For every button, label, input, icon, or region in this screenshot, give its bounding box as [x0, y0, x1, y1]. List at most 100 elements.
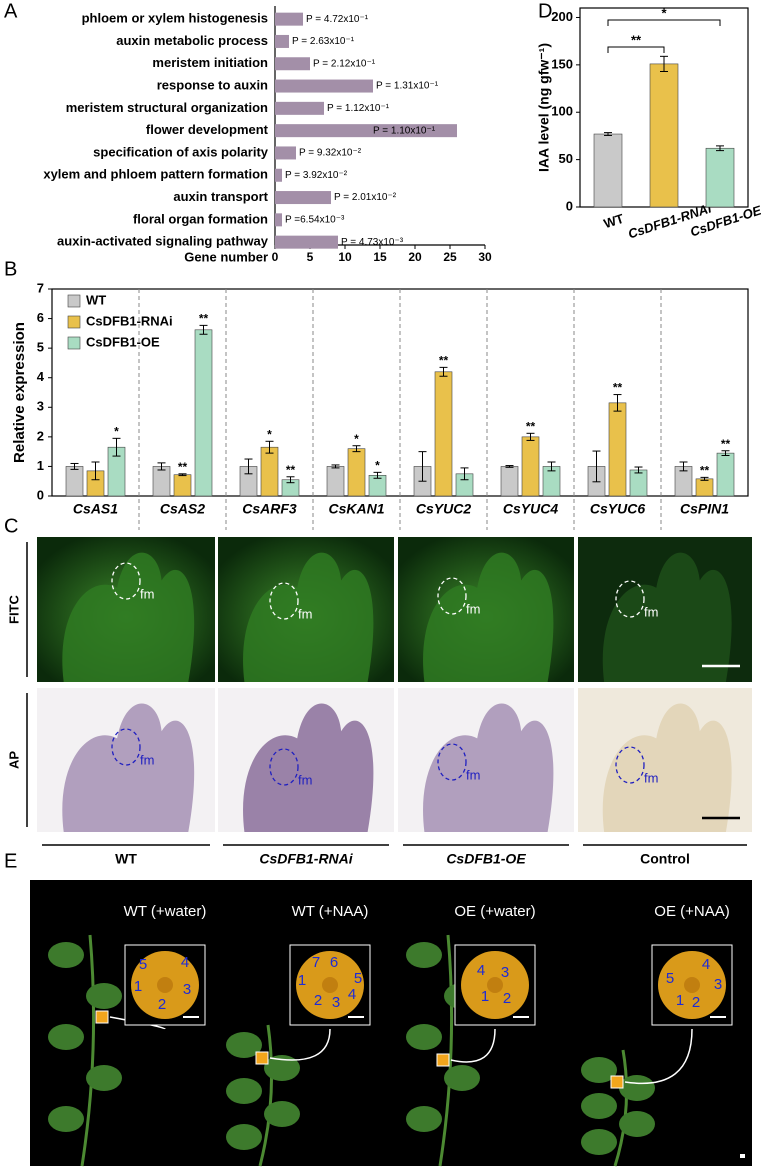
error-bar	[613, 394, 622, 412]
significance: **	[721, 437, 731, 451]
error-bar	[70, 462, 79, 470]
p-value: P = 2.63x10⁻¹	[292, 36, 355, 47]
significance: **	[178, 460, 188, 474]
error-bar	[526, 432, 535, 441]
y-tick-label: 0	[37, 487, 44, 502]
significance-bracket	[607, 19, 721, 26]
petal-number: 3	[332, 994, 340, 1011]
fm-label: fm	[466, 767, 480, 782]
error-bar	[157, 462, 166, 471]
bar	[275, 57, 310, 71]
x-tick-label: CsAS1	[73, 501, 118, 517]
error-bar	[265, 440, 274, 454]
panel-letter: D	[538, 0, 552, 22]
x-tick-label: WT	[602, 211, 626, 232]
petal-number: 6	[330, 954, 338, 971]
error-bar	[439, 366, 448, 377]
bar	[260, 446, 279, 497]
significance: **	[613, 381, 623, 395]
bar	[593, 133, 623, 208]
y-tick-label: 1	[37, 458, 44, 473]
stem	[258, 1024, 274, 1167]
x-tick-label: CsARF3	[242, 501, 297, 517]
significance: **	[199, 312, 209, 326]
error-bar	[199, 324, 208, 335]
petal-number: 3	[183, 981, 191, 998]
error-bar	[547, 461, 556, 472]
y-tick-label: 7	[37, 280, 44, 295]
bar	[716, 452, 735, 497]
leaf	[581, 1093, 617, 1119]
legend-label: WT	[86, 292, 106, 307]
panel-letter: E	[4, 850, 17, 872]
leaf	[86, 983, 122, 1009]
tissue	[602, 703, 732, 832]
y-tick-label: 200	[551, 9, 573, 24]
legend-swatch	[67, 315, 81, 329]
category-label: flower development	[146, 122, 269, 137]
x-tick-label: CsPIN1	[680, 501, 729, 517]
flower-box	[95, 1010, 109, 1024]
x-tick-label: 15	[373, 250, 387, 264]
significance: **	[286, 463, 296, 477]
treatment-label: OE (+water)	[454, 903, 535, 920]
bar	[275, 146, 296, 160]
p-value: P =6.54x10⁻³	[285, 214, 345, 225]
treatment-label: WT (+NAA)	[292, 903, 369, 920]
error-bar	[604, 132, 612, 136]
petal-number: 1	[676, 992, 684, 1009]
leaf	[264, 1101, 300, 1127]
error-bar	[91, 461, 100, 481]
leaf	[264, 1055, 300, 1081]
leaf	[619, 1075, 655, 1101]
x-tick-label: CsAS2	[160, 501, 205, 517]
error-bar	[634, 466, 643, 474]
leaf	[406, 1024, 442, 1050]
flower-center	[684, 977, 700, 993]
category-label: floral organ formation	[133, 211, 268, 226]
x-tick-label: CsYUC2	[416, 501, 471, 517]
bar	[695, 478, 714, 497]
significance: *	[267, 427, 272, 441]
x-tick-label: CsYUC6	[590, 501, 645, 517]
bar	[152, 466, 171, 497]
y-tick-label: 5	[37, 340, 44, 355]
legend-swatch	[67, 336, 81, 350]
bar	[275, 168, 282, 182]
flower-box	[436, 1053, 450, 1067]
bar	[521, 436, 540, 497]
y-tick-label: 2	[37, 428, 44, 443]
category-label: auxin metabolic process	[116, 33, 268, 48]
significance: **	[526, 419, 536, 433]
petal-number: 1	[481, 988, 489, 1005]
x-axis-label: Gene number	[184, 249, 268, 264]
leaf	[48, 1106, 84, 1132]
stem	[80, 934, 96, 1167]
y-tick-label: 50	[559, 151, 573, 166]
y-tick-label: 100	[551, 104, 573, 119]
y-tick-label: 6	[37, 310, 44, 325]
bar	[649, 63, 679, 208]
category-label: phloem or xylem histogenesis	[82, 11, 268, 26]
y-axis-label: IAA level (ng gfw⁻¹)	[536, 43, 552, 172]
error-bar	[112, 437, 121, 457]
petal-number: 4	[477, 962, 485, 979]
p-value: P = 3.92x10⁻²	[285, 170, 348, 181]
leaf	[581, 1129, 617, 1155]
column-label: WT	[115, 851, 137, 867]
fm-outline	[615, 580, 645, 618]
petal-number: 1	[298, 972, 306, 989]
fm-outline	[269, 582, 299, 620]
p-value: P = 1.12x10⁻¹	[327, 103, 390, 114]
p-value: P = 2.12x10⁻¹	[313, 58, 376, 69]
fm-label: fm	[298, 606, 312, 621]
error-bar	[286, 476, 295, 484]
category-label: auxin transport	[173, 189, 268, 204]
leaf	[86, 1065, 122, 1091]
x-tick-label: 30	[478, 250, 492, 264]
panel-letter: A	[4, 0, 18, 22]
category-label: meristem initiation	[152, 55, 268, 70]
flower-center	[322, 977, 338, 993]
petal-number: 4	[348, 986, 356, 1003]
